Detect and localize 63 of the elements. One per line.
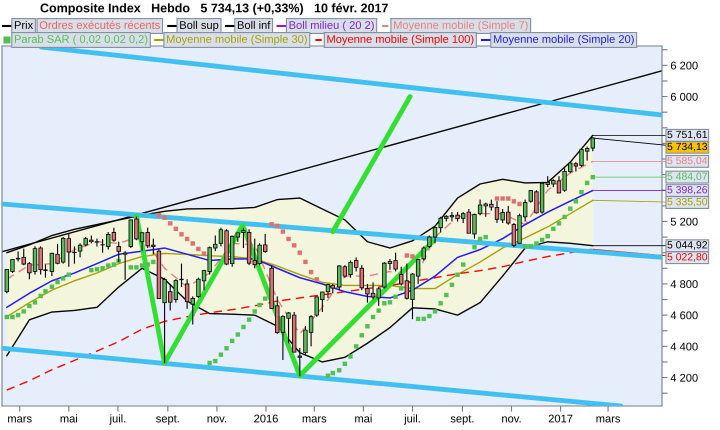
candlestick (122, 250, 128, 280)
x-tick-label: nov. (208, 416, 226, 422)
point (196, 246, 201, 252)
legend-label: Moyenne mobile (Simple 7) (394, 20, 528, 32)
point (190, 241, 195, 246)
x-tick-label: mai (355, 414, 372, 422)
text: Ordres exécutés récents (40, 20, 160, 29)
point (275, 224, 280, 228)
point (292, 243, 296, 248)
legend-label: Parab SAR ( 0,02 0,02 0,2) (14, 34, 148, 46)
point (280, 229, 286, 234)
legend-label: Boll milieu ( 20 2) (290, 20, 374, 32)
point (269, 222, 274, 226)
legend-label: Boll sup (180, 20, 218, 32)
y-tick-label: 4 600 (670, 311, 698, 320)
x-tick-label: mars (302, 416, 326, 422)
point (506, 196, 510, 201)
point (410, 254, 415, 259)
y-tick-label: 5 200 (670, 218, 698, 226)
x-tick-label: sept. (450, 415, 474, 425)
data-label: 5 044,92 (667, 241, 708, 250)
point (512, 199, 516, 204)
chart-title: Composite Index Hebdo 5 734,13 (+0,33%) 10 févr. 2017 (40, 3, 388, 15)
point (168, 221, 172, 226)
point (314, 277, 319, 282)
y-tick-label: 6 000 (670, 92, 698, 101)
candlestick (360, 264, 364, 291)
point (174, 226, 178, 232)
y-tick-label: 4 200 (670, 374, 698, 382)
point (298, 250, 302, 255)
text: 5 734,13 (667, 142, 708, 152)
legend-label: Prix (14, 20, 34, 29)
legend-label: Boll inf (238, 20, 270, 29)
legend-label: Moyenne mobile (Simple 20) (494, 34, 634, 46)
data-label: 5 585,04 (667, 156, 708, 166)
point (179, 232, 184, 236)
x-tick-label: nov. (502, 416, 521, 422)
point (202, 251, 206, 256)
data-label: 5 398,26 (667, 186, 708, 195)
data-label: 5 335,50 (667, 198, 708, 207)
x-tick-label: juil. (109, 414, 126, 425)
point (404, 253, 410, 258)
x-tick-label: 2017 (548, 414, 572, 422)
point (500, 196, 505, 201)
point (308, 270, 314, 274)
y-tick-label: 4 800 (670, 280, 698, 288)
x-tick-label: mai (60, 414, 78, 422)
legend-label: Moyenne mobile (Simple 30) (167, 34, 307, 46)
x-tick-label: sept. (156, 415, 179, 425)
x-tick-label: 2016 (254, 414, 278, 422)
data-label: 5 751,61 (667, 130, 708, 140)
point (162, 216, 167, 220)
legend-label: Moyenne mobile (Simple 100) (327, 34, 474, 46)
y-tick-label: 4 400 (670, 342, 698, 350)
x-tick-label: mars (596, 416, 620, 422)
data-label: 5 484,07 (667, 172, 708, 182)
data-label: 5 022,80 (667, 253, 708, 262)
y-tick-label: 6 200 (670, 62, 698, 70)
point (184, 236, 190, 242)
x-tick-label: juil. (404, 414, 420, 425)
point (156, 212, 162, 218)
point (303, 260, 308, 264)
x-tick-label: mars (8, 416, 32, 422)
